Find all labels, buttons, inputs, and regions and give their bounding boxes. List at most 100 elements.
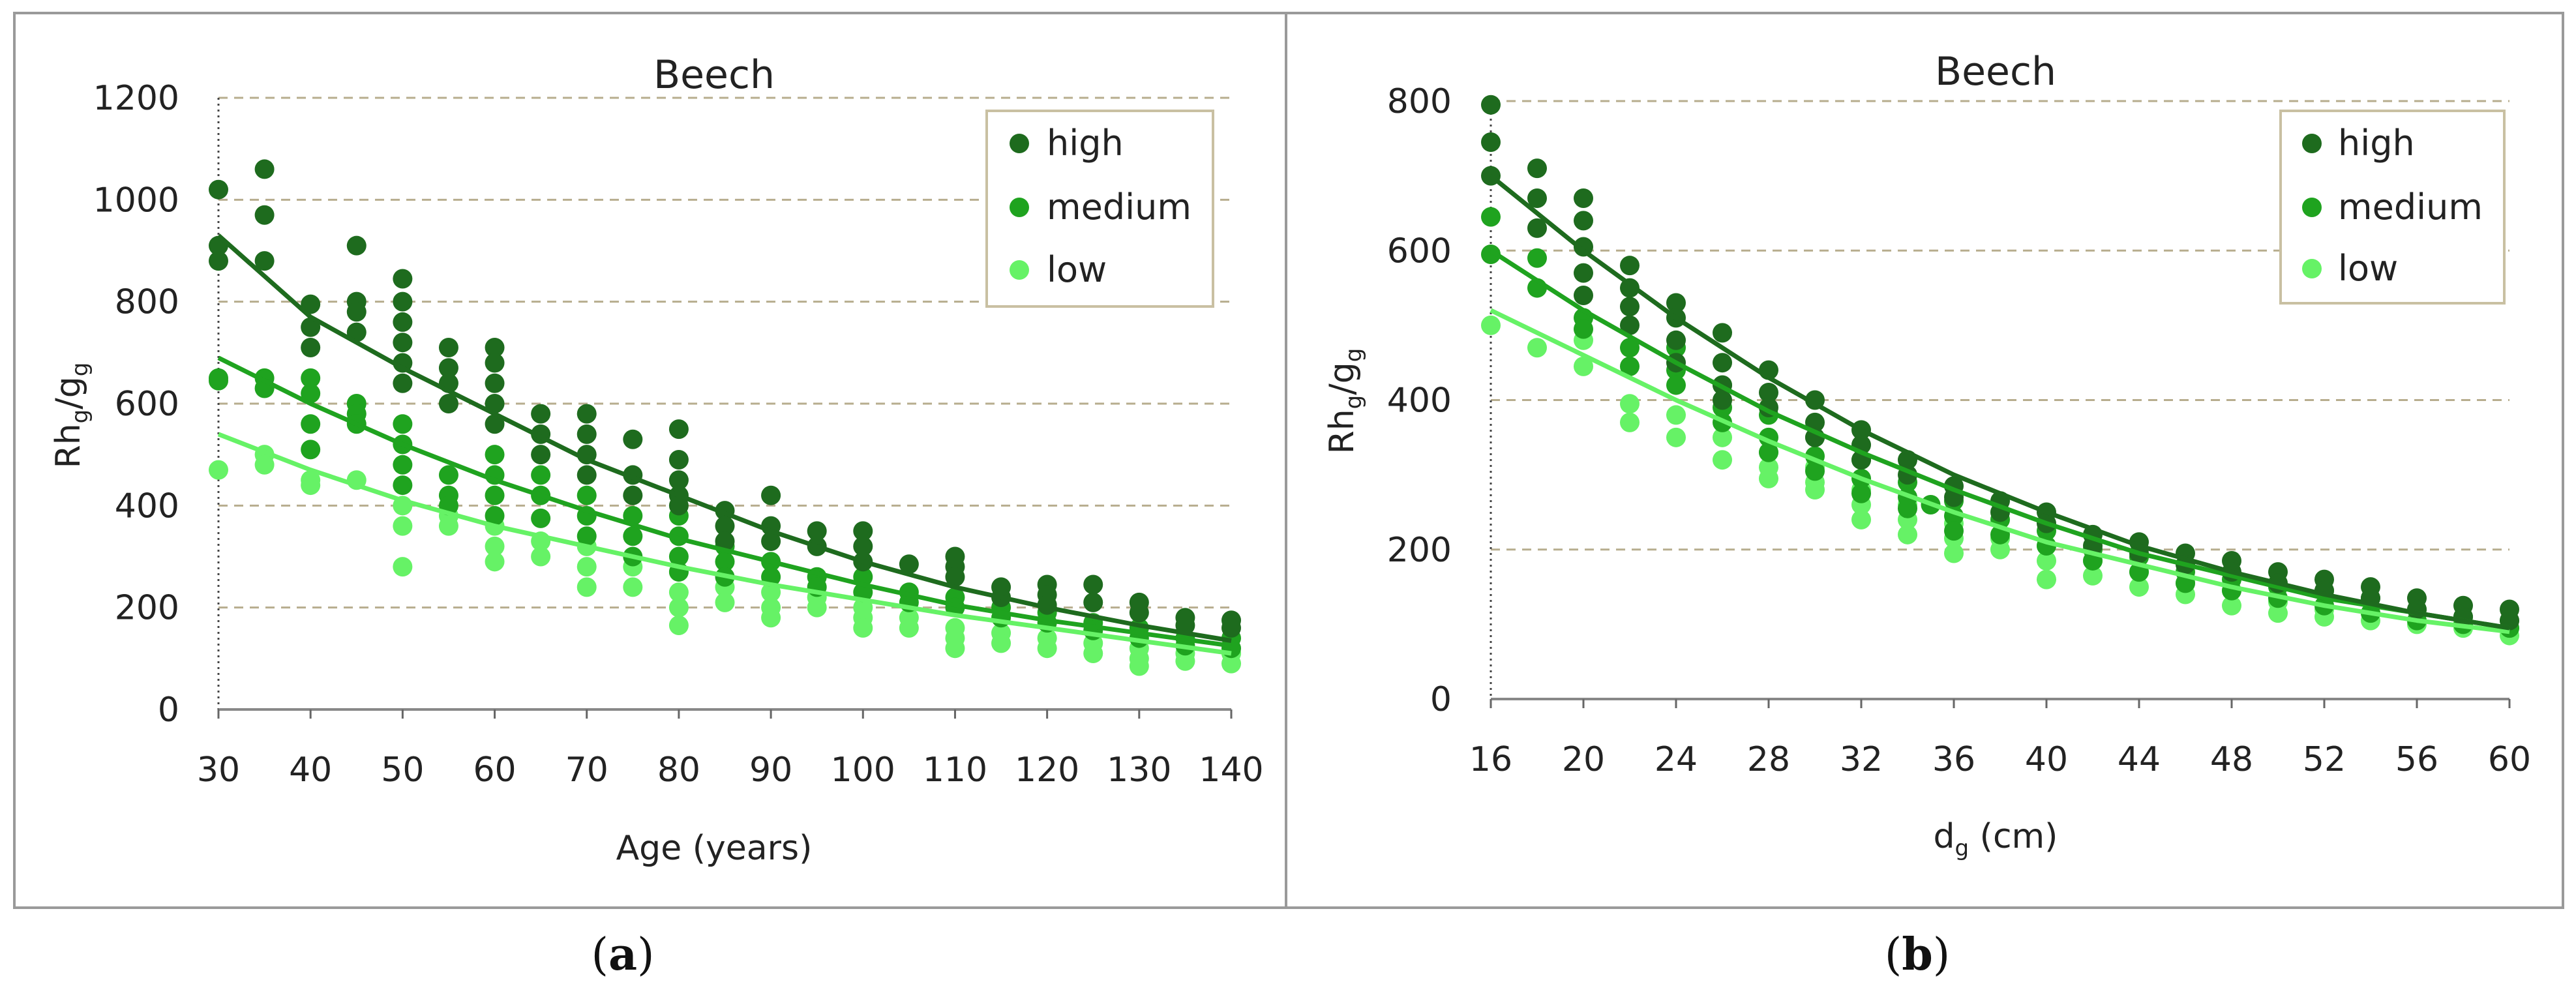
x-tick-label-b-44: 44: [2118, 740, 2161, 779]
point-a-high-15: [393, 312, 413, 332]
legend-a: high medium low: [985, 110, 1214, 308]
x-tick-label-a-140: 140: [1199, 751, 1263, 790]
point-a-high-16: [393, 333, 413, 353]
point-a-high-19: [438, 338, 458, 358]
point-b-medium-16: [1759, 442, 1778, 462]
x-tick-label-a-70: 70: [565, 751, 608, 790]
point-a-high-64: [1083, 592, 1103, 612]
point-a-low-23: [668, 597, 689, 618]
point-b-high-3: [1527, 158, 1547, 179]
chart-title-a: Beech: [653, 52, 775, 98]
trend-line-b-low: [1490, 308, 2510, 634]
data-marks-a: [209, 159, 1241, 676]
point-b-low-4: [1620, 394, 1640, 414]
point-b-medium-29: [1944, 521, 1964, 541]
point-a-low-2: [254, 455, 275, 475]
x-tick-label-b-24: 24: [1655, 740, 1698, 779]
point-a-high-35: [623, 429, 643, 449]
point-a-low-50: [1175, 651, 1195, 671]
point-a-low-34: [853, 618, 873, 638]
axes-a: [217, 98, 1231, 711]
x-tick-label-a-100: 100: [831, 751, 895, 790]
trend-line-b-high: [1489, 173, 2510, 631]
y-label-slash-b: /g: [1323, 362, 1362, 395]
point-a-low-12: [485, 536, 505, 556]
point-a-high-4: [254, 205, 275, 225]
point-a-medium-4: [301, 368, 321, 388]
point-a-high-37: [623, 485, 643, 505]
point-a-high-2: [209, 251, 228, 271]
point-b-medium-6: [1620, 338, 1640, 358]
point-b-medium-22: [1851, 483, 1871, 503]
point-a-high-48: [761, 531, 781, 552]
point-a-medium-22: [531, 465, 551, 485]
point-b-low-24: [1944, 543, 1964, 563]
data-marks-b: [1481, 95, 2519, 646]
point-a-high-40: [668, 470, 689, 490]
x-ticks-a: 30 40 50 60 70 80 90 100 110 120 130 140: [197, 709, 1264, 790]
point-a-low-4: [301, 475, 321, 496]
caption-b: (b): [1885, 929, 1951, 981]
caption-b-letter: b: [1902, 929, 1933, 981]
point-b-low-26: [1990, 539, 2010, 559]
point-a-high-70: [1221, 618, 1241, 638]
y-label-slash-a: /g: [49, 376, 88, 410]
point-a-high-51: [853, 521, 873, 541]
x-tick-label-b-36: 36: [1932, 740, 1975, 779]
point-a-medium-29: [623, 526, 643, 546]
point-b-high-9: [1574, 263, 1593, 283]
point-a-medium-13: [393, 455, 413, 475]
y-tick-label-b-0: 0: [1430, 680, 1452, 719]
point-a-low-43: [1037, 638, 1057, 659]
point-a-low-15: [531, 546, 551, 567]
legend-marker-high-a: [1010, 134, 1029, 153]
point-b-low-8: [1713, 427, 1732, 447]
point-b-low-31: [2083, 565, 2103, 586]
point-a-high-63: [1083, 574, 1103, 595]
point-a-high-49: [807, 521, 827, 541]
y-tick-label-a-600: 600: [115, 385, 179, 424]
point-a-medium-5: [301, 383, 321, 404]
y-tick-label-b-200: 200: [1387, 531, 1452, 570]
point-a-low-17: [577, 557, 597, 577]
point-a-medium-25: [577, 485, 597, 505]
caption-a-letter: a: [608, 929, 637, 981]
point-a-high-57: [945, 567, 965, 587]
point-a-low-29: [761, 608, 781, 628]
point-a-high-52: [853, 536, 873, 556]
point-a-high-9: [346, 235, 367, 256]
x-tick-label-a-130: 130: [1107, 751, 1171, 790]
point-a-high-34: [577, 465, 597, 485]
point-a-high-44: [715, 516, 735, 536]
point-a-medium-14: [393, 475, 413, 496]
point-a-high-28: [531, 404, 551, 424]
y-tick-label-a-400: 400: [115, 486, 179, 526]
point-b-high-14: [1620, 315, 1640, 335]
trend-line-a-low: [217, 432, 1232, 656]
chart-panel-a: 0 200 400 600 800 1000 1200 30 40 50 60 70 80 90 100 1…: [49, 52, 1264, 868]
y-label-sub1-a: g: [67, 410, 93, 424]
x-tick-label-a-120: 120: [1015, 751, 1079, 790]
point-a-high-11: [346, 302, 367, 322]
trend-line-b-medium: [1490, 248, 2510, 631]
x-axis-label-b: dg (cm): [1934, 817, 2058, 861]
caption-a: (a): [591, 929, 654, 981]
x-label-sub-b: g: [1955, 835, 1969, 861]
point-a-medium-33: [668, 546, 689, 567]
point-a-low-7: [393, 516, 413, 536]
point-b-high-20: [1713, 353, 1732, 373]
point-a-high-18: [393, 373, 413, 393]
legend-label-medium-a: medium: [1047, 186, 1191, 228]
point-a-high-20: [438, 358, 458, 378]
point-a-low-22: [668, 582, 689, 603]
point-a-medium-36: [715, 552, 735, 572]
point-b-high-10: [1574, 286, 1593, 306]
point-b-low-33: [2129, 577, 2149, 597]
x-tick-label-a-30: 30: [197, 751, 240, 790]
point-b-medium-7: [1620, 356, 1640, 376]
x-label-rest-b: (cm): [1969, 817, 2058, 856]
point-a-high-32: [577, 424, 597, 444]
x-tick-label-b-52: 52: [2303, 740, 2346, 779]
point-a-high-54: [899, 554, 919, 574]
point-b-medium-2: [1527, 248, 1547, 268]
